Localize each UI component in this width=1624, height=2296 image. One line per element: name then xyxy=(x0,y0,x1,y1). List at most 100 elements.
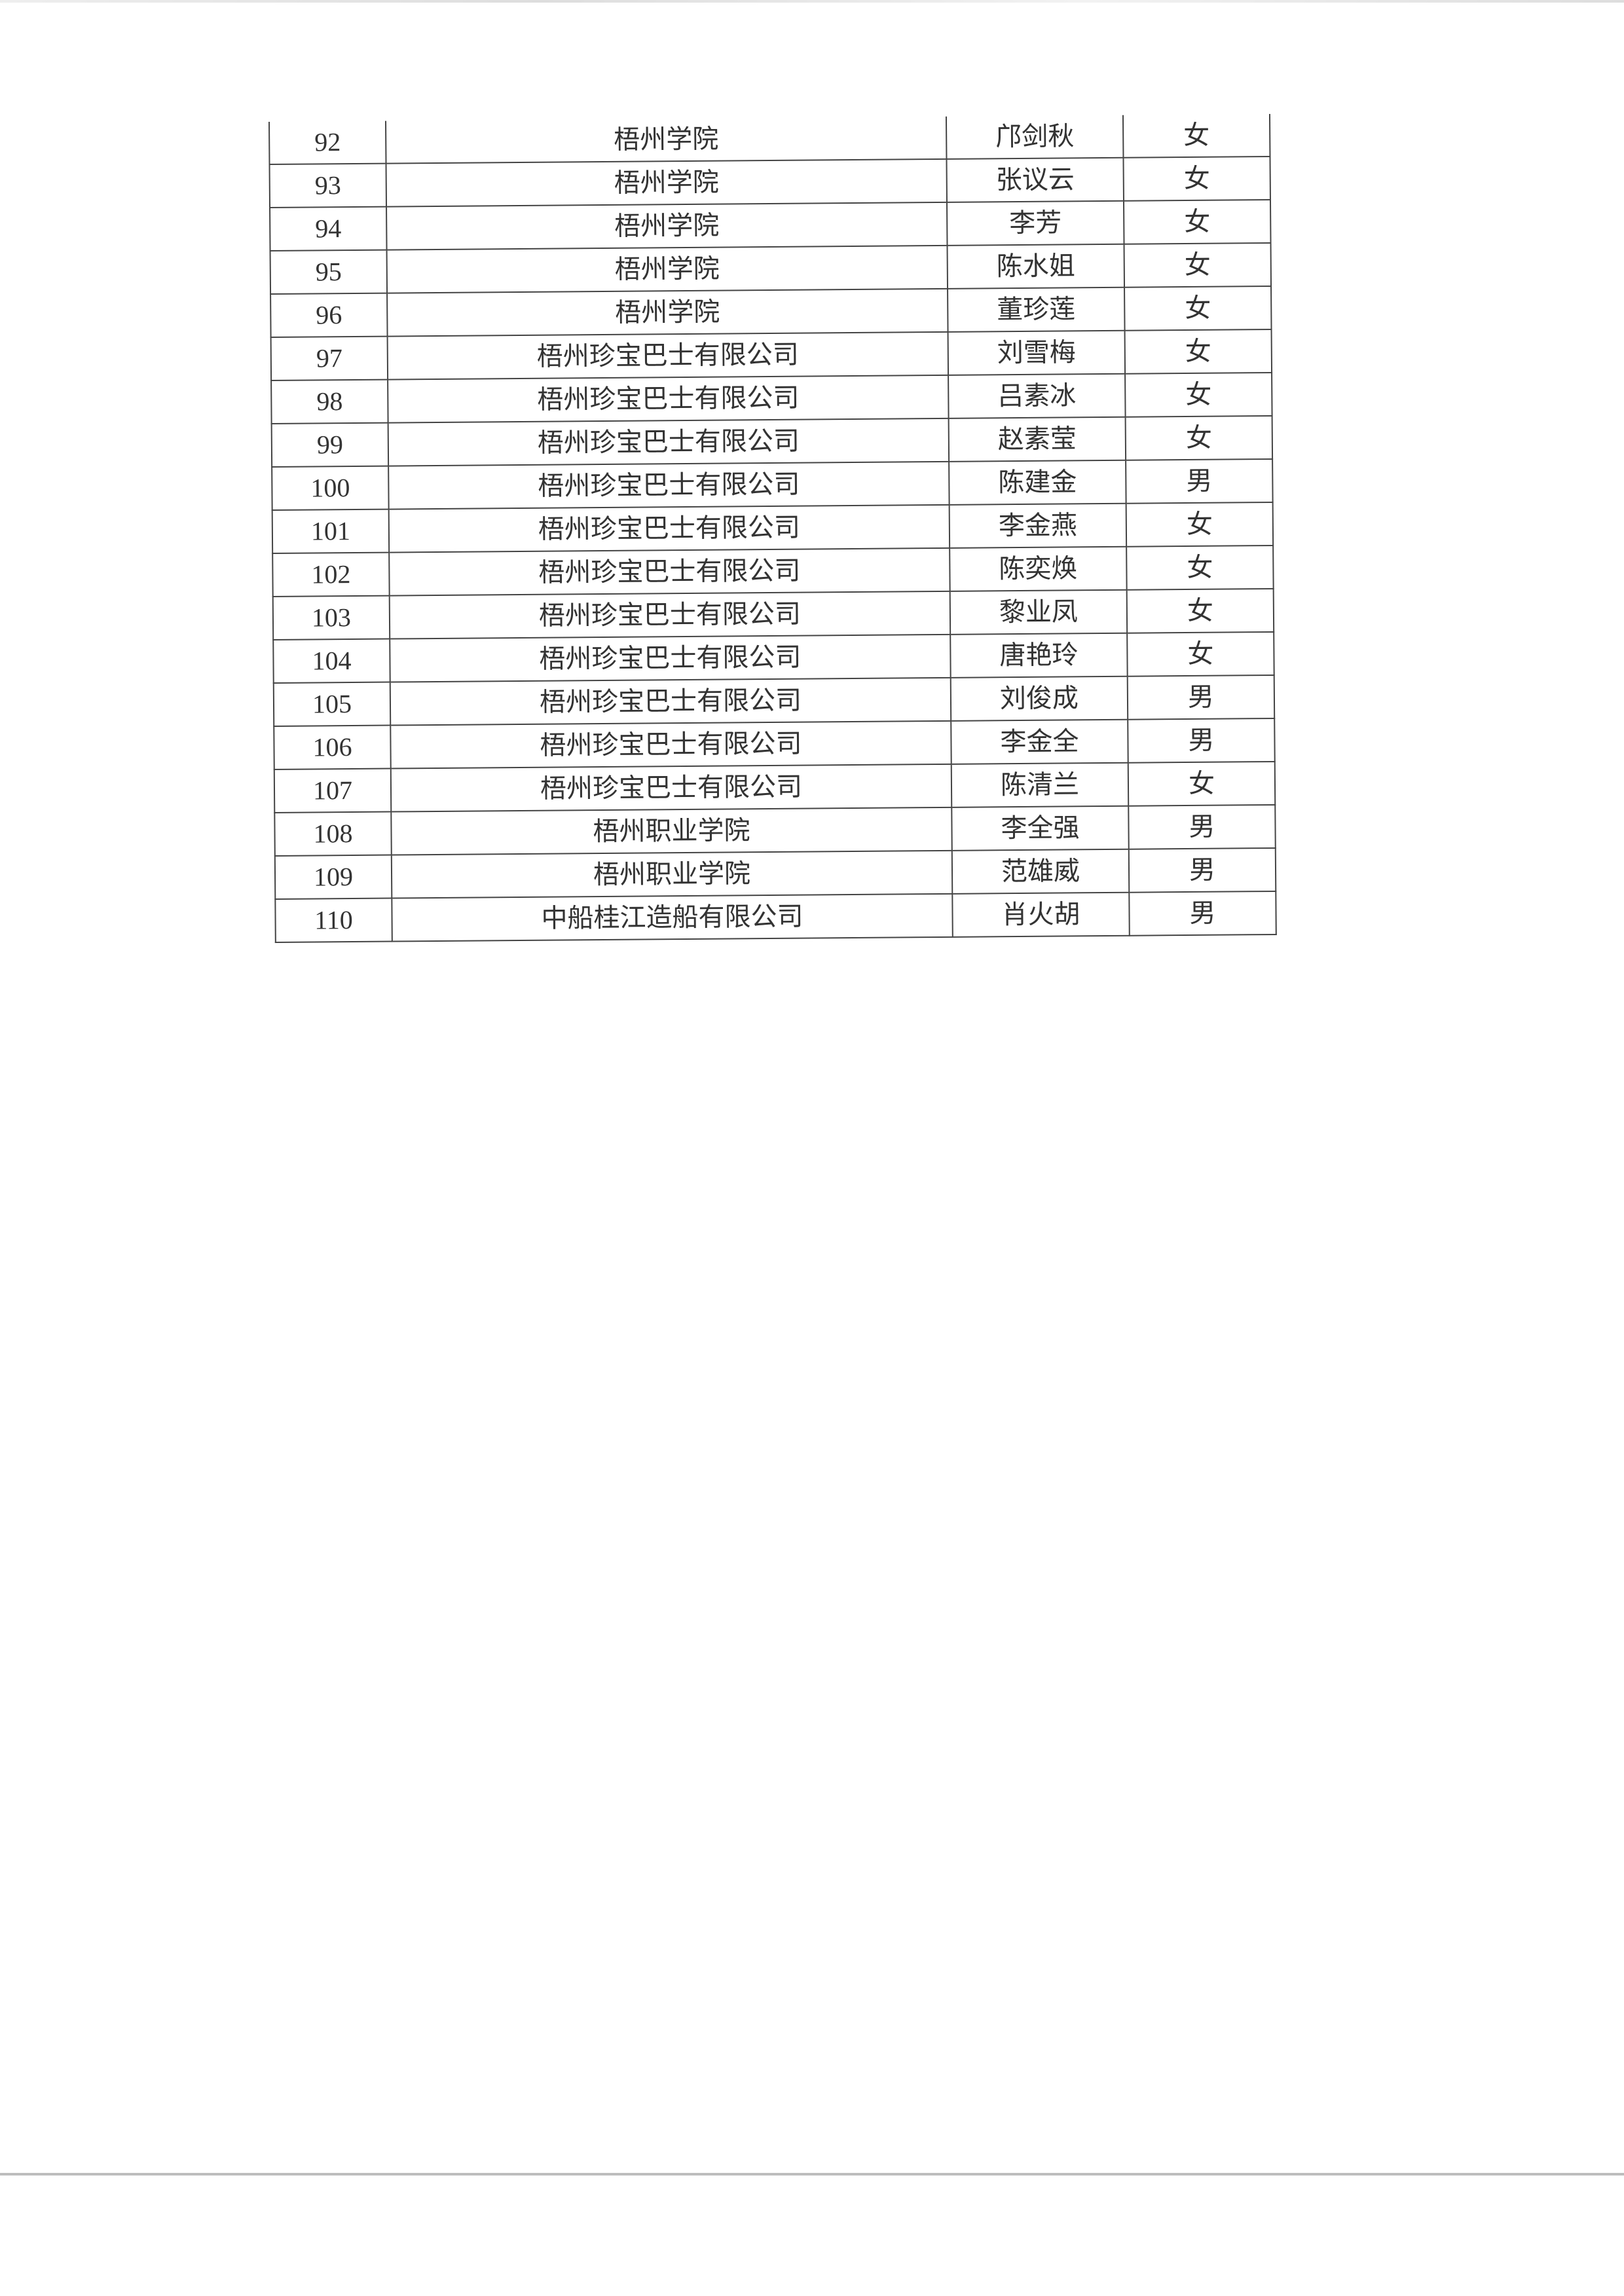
name-cell: 陈水姐 xyxy=(947,244,1125,289)
organization-cell: 梧州珍宝巴士有限公司 xyxy=(388,504,950,553)
organization-cell: 梧州职业学院 xyxy=(391,850,953,898)
name-cell: 陈建金 xyxy=(949,460,1126,505)
table-row: 109 梧州职业学院 范雄威男 xyxy=(274,847,1276,899)
gender-cell: 男 xyxy=(1129,891,1276,936)
name-cell: 李金燕 xyxy=(949,503,1127,548)
row-number: 94 xyxy=(270,206,387,251)
name-cell: 李金全 xyxy=(951,719,1128,764)
organization-cell: 梧州珍宝巴士有限公司 xyxy=(389,547,950,596)
table-row: 99 梧州珍宝巴士有限公司 赵素莹女 xyxy=(271,415,1273,467)
table-row: 100 梧州珍宝巴士有限公司 陈建金男 xyxy=(272,458,1273,510)
name-cell: 赵素莹 xyxy=(948,417,1126,462)
gender-cell: 女 xyxy=(1125,415,1273,460)
organization-cell: 梧州学院 xyxy=(385,116,947,164)
name-cell: 肖火胡 xyxy=(952,892,1130,937)
row-number: 101 xyxy=(272,509,390,553)
row-number: 96 xyxy=(270,293,388,337)
gender-cell: 男 xyxy=(1126,458,1273,504)
name-cell: 李全强 xyxy=(951,805,1129,851)
table-row: 93 梧州学院 张议云女 xyxy=(269,156,1270,208)
name-cell: 唐艳玲 xyxy=(950,633,1128,678)
table-row: 92 梧州学院 邝剑秋女 xyxy=(268,113,1270,164)
name-cell: 董珍莲 xyxy=(948,287,1125,332)
table-row: 105 梧州珍宝巴士有限公司 刘俊成男 xyxy=(273,675,1275,726)
row-number: 109 xyxy=(274,855,392,899)
gender-cell: 女 xyxy=(1126,502,1274,547)
gender-cell: 女 xyxy=(1124,286,1272,331)
gender-cell: 女 xyxy=(1125,372,1272,417)
row-number: 95 xyxy=(270,250,388,294)
gender-cell: 女 xyxy=(1127,631,1274,676)
gender-cell: 男 xyxy=(1128,847,1276,893)
scan-edge-top xyxy=(0,0,1624,3)
name-cell: 刘俊成 xyxy=(950,676,1128,721)
table-row: 106 梧州珍宝巴士有限公司 李金全男 xyxy=(274,718,1275,769)
organization-cell: 梧州珍宝巴士有限公司 xyxy=(390,764,952,812)
gender-cell: 女 xyxy=(1123,199,1271,244)
name-cell: 刘雪梅 xyxy=(948,330,1126,375)
table-row: 95 梧州学院 陈水姐女 xyxy=(270,242,1272,294)
table-row: 102 梧州珍宝巴士有限公司 陈奕焕女 xyxy=(272,545,1274,597)
row-number: 105 xyxy=(273,682,391,726)
gender-cell: 女 xyxy=(1123,156,1270,201)
organization-cell: 梧州学院 xyxy=(387,288,948,337)
name-cell: 范雄威 xyxy=(951,849,1130,894)
roster-table: 92 梧州学院 邝剑秋女 93 梧州学院 张议云女 94 梧州学院 李芳女 95 梧州学院 陈水姐女 9… xyxy=(268,113,1277,943)
row-number: 97 xyxy=(270,336,388,380)
organization-cell: 梧州珍宝巴士有限公司 xyxy=(390,634,951,682)
row-number: 103 xyxy=(272,595,390,640)
row-number: 93 xyxy=(269,163,387,208)
gender-cell: 女 xyxy=(1128,761,1276,806)
row-number: 106 xyxy=(274,725,391,769)
name-cell: 吕素冰 xyxy=(948,373,1126,418)
table-row: 107 梧州珍宝巴士有限公司 陈清兰女 xyxy=(274,761,1276,813)
gender-cell: 男 xyxy=(1128,718,1275,763)
gender-cell: 女 xyxy=(1126,545,1274,590)
table-row: 101 梧州珍宝巴士有限公司 李金燕女 xyxy=(272,502,1274,553)
table-row: 110 中船桂江造船有限公司 肖火胡男 xyxy=(275,891,1276,942)
organization-cell: 中船桂江造船有限公司 xyxy=(392,893,953,942)
gender-cell: 女 xyxy=(1124,329,1272,374)
organization-cell: 梧州珍宝巴士有限公司 xyxy=(390,720,951,769)
row-number: 100 xyxy=(272,466,389,510)
gender-cell: 女 xyxy=(1124,242,1272,287)
table-row: 97 梧州珍宝巴士有限公司 刘雪梅女 xyxy=(270,329,1272,380)
organization-cell: 梧州学院 xyxy=(386,245,948,293)
table-row: 98 梧州珍宝巴士有限公司 吕素冰女 xyxy=(271,372,1272,424)
row-number: 108 xyxy=(274,811,392,856)
table-row: 96 梧州学院 董珍莲女 xyxy=(270,286,1272,337)
table-row: 94 梧州学院 李芳女 xyxy=(270,199,1271,251)
row-number: 102 xyxy=(272,552,390,597)
name-cell: 陈奕焕 xyxy=(950,546,1127,591)
organization-cell: 梧州珍宝巴士有限公司 xyxy=(390,677,951,726)
row-number: 92 xyxy=(268,120,386,164)
name-cell: 邝剑秋 xyxy=(946,115,1124,159)
row-number: 107 xyxy=(274,768,392,813)
roster-table-container: 92 梧州学院 邝剑秋女 93 梧州学院 张议云女 94 梧州学院 李芳女 95 梧州学院 陈水姐女 9… xyxy=(268,113,1277,943)
row-number: 99 xyxy=(271,422,389,467)
table-row: 108 梧州职业学院 李全强男 xyxy=(274,804,1276,856)
row-number: 98 xyxy=(271,379,388,424)
name-cell: 李芳 xyxy=(946,200,1124,246)
organization-cell: 梧州珍宝巴士有限公司 xyxy=(388,375,949,423)
row-number: 104 xyxy=(273,639,390,683)
organization-cell: 梧州职业学院 xyxy=(391,807,952,855)
gender-cell: 男 xyxy=(1128,804,1276,849)
gender-cell: 女 xyxy=(1126,588,1274,633)
organization-cell: 梧州学院 xyxy=(386,158,947,207)
gender-cell: 女 xyxy=(1122,113,1270,158)
table-row: 103 梧州珍宝巴士有限公司 黎业凤女 xyxy=(272,588,1274,640)
row-number: 110 xyxy=(275,898,392,942)
organization-cell: 梧州珍宝巴士有限公司 xyxy=(388,461,950,509)
gender-cell: 男 xyxy=(1127,675,1275,720)
table-row: 104 梧州珍宝巴士有限公司 唐艳玲女 xyxy=(273,631,1274,683)
name-cell: 黎业凤 xyxy=(950,589,1128,635)
name-cell: 陈清兰 xyxy=(951,762,1129,807)
organization-cell: 梧州珍宝巴士有限公司 xyxy=(387,331,949,380)
roster-table-body: 92 梧州学院 邝剑秋女 93 梧州学院 张议云女 94 梧州学院 李芳女 95 梧州学院 陈水姐女 9… xyxy=(268,113,1276,942)
organization-cell: 梧州珍宝巴士有限公司 xyxy=(388,418,950,466)
organization-cell: 梧州珍宝巴士有限公司 xyxy=(389,591,951,639)
organization-cell: 梧州学院 xyxy=(386,202,948,250)
name-cell: 张议云 xyxy=(946,157,1124,202)
scan-edge-bottom xyxy=(0,2173,1624,2176)
